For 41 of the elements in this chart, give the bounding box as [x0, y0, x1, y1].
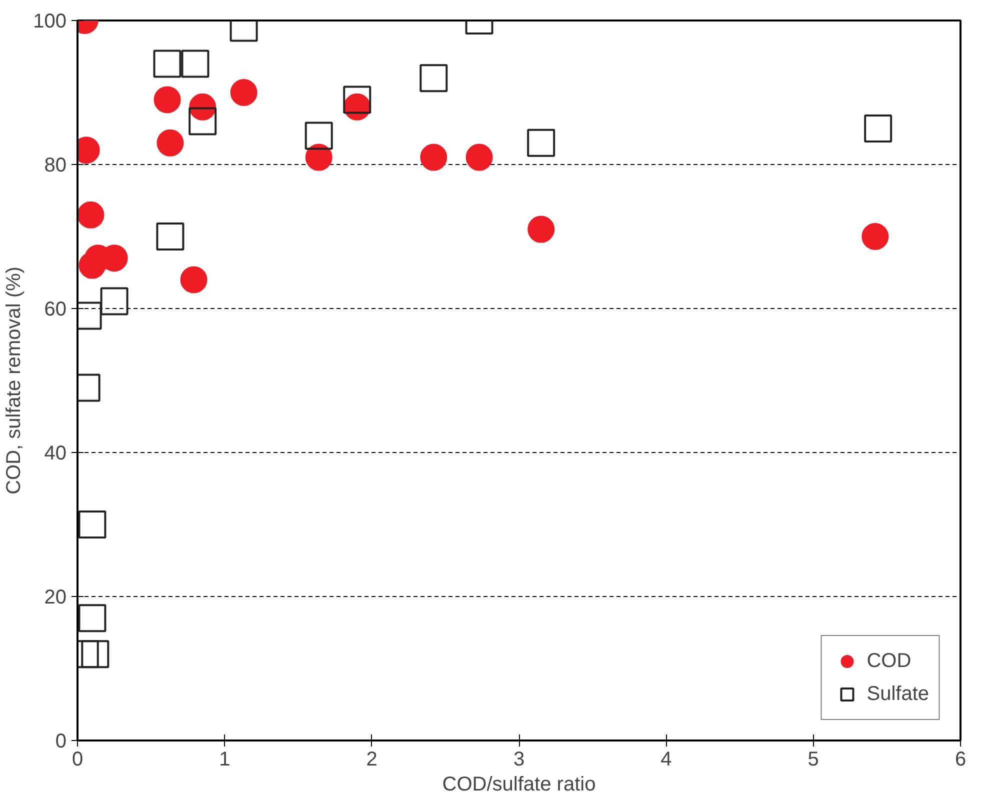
point	[156, 222, 184, 250]
x-tick-label: 1	[219, 748, 230, 770]
point	[304, 122, 333, 150]
y-tick-label: 20	[44, 586, 67, 608]
y-tick-label: 40	[44, 442, 67, 464]
legend-label: Sulfate	[866, 682, 929, 706]
point	[81, 640, 110, 668]
y-tick-label: 100	[33, 10, 67, 32]
point	[527, 128, 556, 157]
x-tick-label: 0	[72, 748, 84, 770]
point	[153, 50, 182, 78]
point	[466, 144, 493, 171]
x-tick-label: 6	[954, 748, 966, 770]
x-tick-label: 5	[808, 748, 819, 770]
point	[181, 50, 210, 78]
point	[230, 79, 258, 106]
point	[180, 266, 208, 294]
point	[78, 510, 106, 538]
x-tick-label: 3	[513, 748, 525, 770]
point	[528, 216, 555, 243]
y-axis-title: COD, sulfate removal (%)	[3, 266, 26, 494]
point	[154, 86, 181, 114]
y-tick-label: 0	[55, 730, 66, 752]
point	[420, 64, 448, 92]
legend-label: COD	[866, 650, 912, 672]
x-axis-title: COD/sulfate ratio	[442, 774, 596, 796]
point	[343, 86, 372, 114]
point	[189, 93, 216, 120]
point	[864, 114, 892, 142]
y-tick-label: 80	[44, 154, 67, 176]
x-tick-label: 4	[660, 748, 672, 770]
y-tick-label: 60	[44, 298, 67, 320]
point	[420, 144, 448, 171]
point	[156, 129, 184, 156]
x-tick-label: 2	[366, 748, 378, 770]
point	[305, 144, 332, 171]
point	[100, 287, 128, 316]
point	[862, 223, 889, 250]
point	[188, 107, 217, 136]
point	[78, 201, 104, 228]
point	[78, 604, 106, 632]
